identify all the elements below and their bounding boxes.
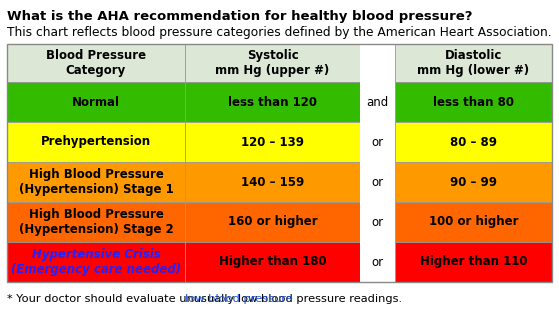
Text: and: and <box>366 95 389 109</box>
Text: Diastolic
mm Hg (lower #): Diastolic mm Hg (lower #) <box>418 49 529 77</box>
Text: less than 80: less than 80 <box>433 95 514 109</box>
Text: or: or <box>371 176 383 188</box>
Bar <box>185 242 360 282</box>
Text: or: or <box>371 215 383 229</box>
Text: Higher than 110: Higher than 110 <box>420 255 527 268</box>
Bar <box>395 162 552 202</box>
Bar <box>395 202 552 242</box>
Text: Systolic
mm Hg (upper #): Systolic mm Hg (upper #) <box>215 49 330 77</box>
Bar <box>360 242 395 282</box>
Bar <box>395 122 552 162</box>
Bar <box>185 162 360 202</box>
Text: High Blood Pressure
(Hypertension) Stage 2: High Blood Pressure (Hypertension) Stage… <box>18 208 173 236</box>
Bar <box>360 162 395 202</box>
Text: 160 or higher: 160 or higher <box>228 215 318 229</box>
Text: 140 – 159: 140 – 159 <box>241 176 304 188</box>
Bar <box>7 122 185 162</box>
Text: Hypertensive Crisis
(Emergency care needed): Hypertensive Crisis (Emergency care need… <box>11 248 181 276</box>
Bar <box>7 202 185 242</box>
Bar <box>360 44 395 82</box>
Text: 90 – 99: 90 – 99 <box>450 176 497 188</box>
Text: Higher than 180: Higher than 180 <box>219 255 326 268</box>
Bar <box>7 82 185 122</box>
Text: less than 120: less than 120 <box>228 95 317 109</box>
Text: or: or <box>371 135 383 148</box>
Text: 80 – 89: 80 – 89 <box>450 135 497 148</box>
Text: * Your doctor should evaluate unusually low blood pressure readings.: * Your doctor should evaluate unusually … <box>7 294 402 304</box>
Bar <box>395 82 552 122</box>
Bar <box>7 162 185 202</box>
Bar <box>360 82 395 122</box>
Text: High Blood Pressure
(Hypertension) Stage 1: High Blood Pressure (Hypertension) Stage… <box>18 168 173 196</box>
Text: low blood pressure: low blood pressure <box>185 294 293 304</box>
Bar <box>7 242 185 282</box>
Text: This chart reflects blood pressure categories defined by the American Heart Asso: This chart reflects blood pressure categ… <box>7 26 552 39</box>
Text: or: or <box>371 255 383 268</box>
Bar <box>185 122 360 162</box>
Bar <box>360 202 395 242</box>
Bar <box>360 122 395 162</box>
Bar <box>185 44 360 82</box>
Bar <box>7 44 185 82</box>
Text: Prehypertension: Prehypertension <box>41 135 151 148</box>
Bar <box>395 242 552 282</box>
Bar <box>7 44 552 282</box>
Text: 120 – 139: 120 – 139 <box>241 135 304 148</box>
Bar <box>395 44 552 82</box>
Text: 100 or higher: 100 or higher <box>429 215 518 229</box>
Text: Normal: Normal <box>72 95 120 109</box>
Text: Blood Pressure
Category: Blood Pressure Category <box>46 49 146 77</box>
Bar <box>185 202 360 242</box>
Text: What is the AHA recommendation for healthy blood pressure?: What is the AHA recommendation for healt… <box>7 10 472 23</box>
Bar <box>185 82 360 122</box>
